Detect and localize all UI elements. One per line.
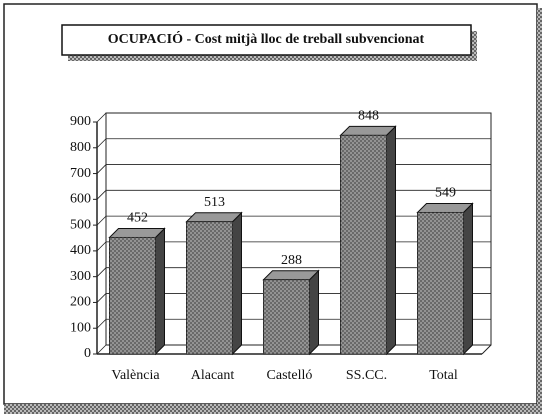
bar-top: [416, 202, 474, 213]
bar-side: [386, 125, 396, 356]
title-box: [61, 24, 472, 56]
x-tick-label: SS.CC.: [346, 368, 387, 383]
y-tick-label: 700: [70, 166, 91, 181]
floor-edge: [481, 344, 492, 355]
x-tick-label: Castelló: [267, 368, 313, 383]
bar-top: [108, 227, 166, 238]
bar-top: [262, 270, 320, 281]
chart-title: OCUPACIÓ - Cost mitjà lloc de treball su…: [108, 30, 425, 47]
bar-texture: [109, 237, 156, 354]
data-label: 288: [281, 253, 302, 268]
data-label: 848: [358, 109, 379, 124]
bar-side: [309, 269, 319, 356]
grid-line-side: [96, 112, 107, 123]
x-tick-label: Total: [429, 368, 458, 383]
bar-texture: [186, 221, 233, 354]
y-tick-label: 500: [70, 217, 91, 232]
bar-side: [232, 211, 242, 356]
bar-texture: [263, 279, 310, 354]
y-tick-label: 900: [70, 114, 91, 129]
frame-shadow: [4, 404, 539, 414]
x-tick-label: Alacant: [191, 368, 235, 383]
x-tick-label: València: [111, 368, 160, 383]
y-tick-label: 400: [70, 243, 91, 258]
data-label: 549: [435, 186, 456, 201]
grid-line-side: [96, 138, 107, 149]
y-tick-label: 0: [84, 346, 91, 361]
frame-shadow-right: [537, 8, 542, 414]
grid-line-side: [96, 267, 107, 277]
y-tick-label: 600: [70, 192, 91, 207]
bar-side: [463, 202, 473, 356]
grid-line-side: [96, 164, 107, 174]
bar-texture: [340, 135, 387, 354]
bar-side: [155, 227, 165, 356]
grid-line-side: [96, 241, 107, 252]
grid-line-side: [96, 318, 107, 329]
grid-line-side: [96, 215, 107, 226]
y-tick-label: 100: [70, 320, 91, 335]
y-tick-label: 300: [70, 269, 91, 284]
data-label: 452: [127, 211, 148, 226]
data-label: 513: [204, 195, 225, 210]
bar-top: [339, 125, 397, 136]
y-tick-label: 200: [70, 295, 91, 310]
bar-top: [185, 212, 243, 223]
bar-texture: [417, 212, 464, 354]
grid-line-side: [96, 190, 107, 200]
grid-line-side: [96, 344, 107, 355]
grid-line-side: [96, 293, 107, 303]
y-tick-label: 800: [70, 140, 91, 155]
